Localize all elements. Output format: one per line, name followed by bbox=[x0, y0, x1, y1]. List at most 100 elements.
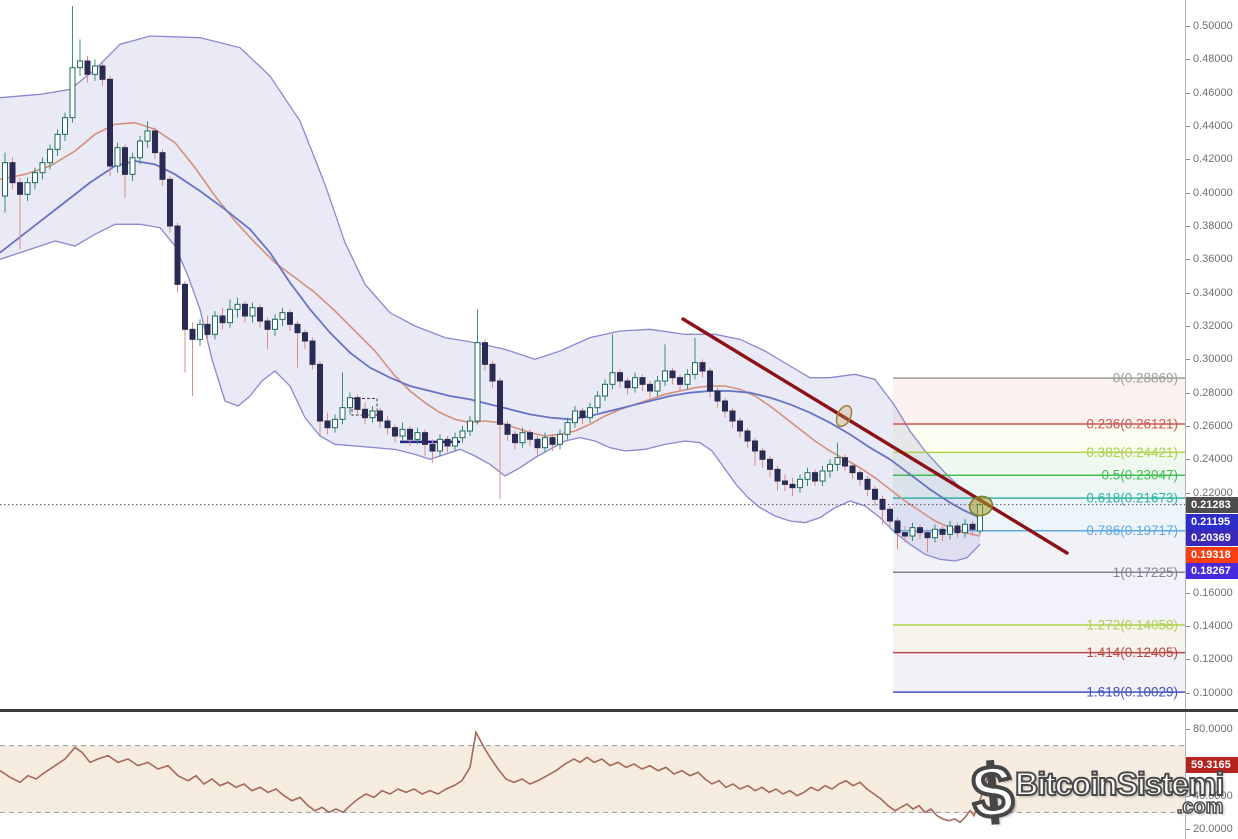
candle-up bbox=[587, 402, 593, 423]
candle-body bbox=[752, 440, 758, 452]
candle-body bbox=[722, 400, 728, 412]
candle-body bbox=[827, 463, 833, 472]
candle-body bbox=[99, 65, 106, 80]
candle-body bbox=[212, 315, 218, 335]
candle-body bbox=[474, 342, 481, 422]
candle-up bbox=[474, 309, 481, 425]
pane-separator[interactable] bbox=[0, 709, 1238, 712]
candle-body bbox=[9, 162, 16, 184]
fib-zone bbox=[893, 378, 1185, 424]
candle-body bbox=[834, 457, 841, 465]
candle-down bbox=[722, 397, 728, 418]
price-axis-label: 0.24000 bbox=[1186, 453, 1233, 466]
candle-body bbox=[32, 172, 38, 184]
candle-body bbox=[744, 430, 751, 442]
price-tag: 0.21283 bbox=[1186, 497, 1238, 513]
candle-up bbox=[452, 432, 458, 452]
candle-body bbox=[234, 303, 241, 310]
candle-down bbox=[17, 177, 23, 250]
candle-body bbox=[879, 498, 886, 510]
ellipse-annotation bbox=[968, 495, 994, 517]
candle-body bbox=[714, 390, 721, 402]
price-axis-label: 0.34000 bbox=[1186, 286, 1233, 299]
price-axis-label: 0.26000 bbox=[1186, 420, 1233, 432]
candle-down bbox=[354, 394, 361, 417]
candle-down bbox=[857, 469, 863, 487]
candle-body bbox=[467, 420, 473, 432]
candle-up bbox=[947, 521, 953, 540]
candle-down bbox=[182, 281, 188, 373]
candle-down bbox=[677, 374, 683, 392]
candle-up bbox=[69, 5, 76, 123]
candle-down bbox=[752, 437, 758, 467]
candle-up bbox=[602, 379, 608, 402]
candle-body bbox=[324, 420, 331, 429]
candle-down bbox=[954, 522, 961, 538]
candle-down bbox=[152, 127, 158, 160]
candle-body bbox=[534, 438, 541, 449]
price-axis-label: 0.36000 bbox=[1186, 253, 1233, 266]
price-tag: 0.19318 bbox=[1186, 547, 1238, 563]
candlestick-pane[interactable]: 0(0.28869) 0.236(0.26121) 0.382(0.24421) 0.… bbox=[0, 0, 1185, 712]
rsi-axis-label: 20.0000 bbox=[1186, 823, 1233, 835]
candle-down bbox=[189, 322, 196, 397]
candle-body bbox=[774, 468, 781, 482]
candle-up bbox=[834, 442, 841, 472]
candle-up bbox=[437, 434, 443, 457]
rsi-line bbox=[0, 729, 995, 824]
candle-body bbox=[204, 323, 211, 335]
candle-body bbox=[189, 328, 196, 340]
candle-body bbox=[797, 478, 803, 489]
candle-down bbox=[9, 157, 16, 190]
candle-body bbox=[129, 157, 136, 175]
candle-up bbox=[609, 334, 616, 390]
candle-body bbox=[452, 437, 458, 447]
candle-body bbox=[602, 383, 608, 397]
candle-body bbox=[54, 133, 61, 150]
candle-body bbox=[279, 312, 286, 320]
candle-body bbox=[414, 432, 421, 440]
candle-up bbox=[2, 152, 8, 213]
candle-body bbox=[902, 532, 908, 537]
candle-up bbox=[467, 416, 473, 437]
candle-up bbox=[459, 426, 466, 443]
candle-up bbox=[279, 307, 286, 327]
fib-zone bbox=[893, 652, 1185, 693]
candle-body bbox=[249, 307, 256, 317]
candle-body bbox=[317, 363, 323, 422]
candle-body bbox=[924, 532, 931, 539]
candle-body bbox=[482, 342, 488, 365]
price-axis-label: 0.12000 bbox=[1186, 653, 1233, 666]
candle-down bbox=[759, 447, 766, 468]
candle-body bbox=[47, 148, 53, 164]
candle-down bbox=[482, 339, 488, 372]
candle-down bbox=[924, 529, 931, 553]
descending-trendline bbox=[681, 317, 1069, 555]
candle-up bbox=[137, 136, 143, 165]
candle-body bbox=[782, 480, 788, 485]
candle-body bbox=[392, 427, 398, 437]
candle-body bbox=[489, 363, 496, 382]
candle-body bbox=[557, 433, 563, 445]
price-axis-label: 0.48000 bbox=[1186, 53, 1233, 66]
candle-down bbox=[167, 176, 173, 233]
candle-body bbox=[789, 483, 796, 489]
candle-up bbox=[129, 152, 136, 182]
candle-body bbox=[684, 373, 691, 385]
candle-body bbox=[384, 420, 391, 429]
price-axis[interactable]: 0.50000 0.48000 0.46000 0.44000 0.42000 0.400… bbox=[1185, 0, 1238, 839]
candle-up bbox=[77, 39, 83, 77]
candle-down bbox=[489, 361, 496, 388]
candle-up bbox=[62, 112, 68, 142]
candle-body bbox=[812, 472, 818, 482]
candle-body bbox=[354, 397, 361, 410]
fib-label: 0.5(0.23047) bbox=[1101, 468, 1178, 483]
candle-body bbox=[167, 178, 173, 227]
rsi-pane[interactable] bbox=[0, 712, 1185, 839]
candle-body bbox=[527, 432, 533, 440]
candle-body bbox=[152, 130, 158, 154]
candle-body bbox=[302, 332, 308, 342]
long-moving-average-line bbox=[0, 160, 981, 519]
candle-body bbox=[947, 525, 953, 535]
candle-down bbox=[767, 456, 773, 478]
